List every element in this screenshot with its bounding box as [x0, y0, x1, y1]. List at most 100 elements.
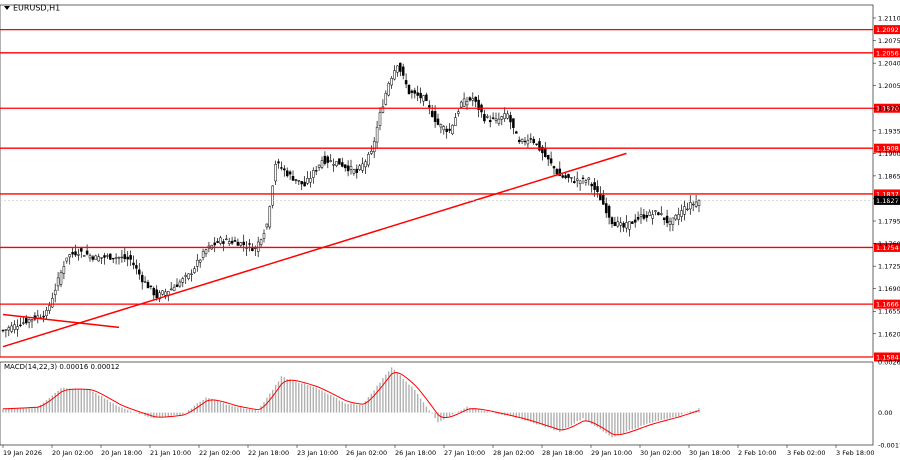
candle	[628, 221, 631, 237]
candle	[74, 244, 77, 258]
candle	[691, 201, 695, 212]
candle	[665, 209, 669, 228]
y-tick-label: 1.2005	[878, 82, 900, 90]
candle	[27, 318, 31, 329]
candle	[636, 211, 640, 222]
candle	[625, 215, 628, 233]
candle	[341, 157, 344, 168]
macd-frame	[0, 361, 874, 446]
candle	[242, 234, 245, 252]
trendline[interactable]	[2, 313, 120, 329]
candle	[662, 217, 666, 226]
x-tick-label: 3 Feb 18:00	[836, 449, 875, 457]
y-tick-label: 1.1655	[878, 308, 900, 316]
x-tick-label: 2 Feb 10:00	[738, 449, 777, 457]
chevron-down-icon[interactable]	[4, 6, 10, 10]
candle	[575, 171, 579, 188]
candle	[483, 109, 486, 124]
level-tag	[874, 352, 900, 362]
y-tick-label: 1.1900	[878, 150, 900, 158]
candle	[30, 319, 34, 329]
candle	[16, 319, 19, 337]
candle	[500, 115, 504, 126]
candle	[549, 151, 553, 166]
y-tick-label: 1.1935	[878, 127, 900, 135]
candle	[13, 320, 16, 334]
candle	[471, 92, 475, 107]
candle	[526, 134, 530, 148]
candle	[535, 143, 538, 146]
candle	[657, 211, 660, 216]
candle	[230, 236, 234, 245]
macd-y-tick-label: 0.00267	[878, 359, 900, 367]
candle	[53, 283, 57, 303]
candle	[172, 284, 176, 292]
candle	[338, 158, 341, 165]
candle	[196, 254, 199, 272]
candle	[201, 248, 205, 261]
level-tag	[874, 143, 900, 153]
candle	[494, 112, 498, 124]
macd-y-tick-label: 0.00	[878, 409, 892, 417]
candle	[285, 167, 289, 178]
x-tick-label: 26 Jan 18:00	[395, 449, 436, 457]
candle	[459, 100, 463, 109]
candle	[280, 161, 283, 171]
x-tick-label: 20 Jan 18:00	[101, 449, 142, 457]
candle	[631, 221, 634, 224]
candle	[512, 118, 515, 135]
candle	[654, 210, 657, 216]
candle	[268, 205, 272, 230]
candle	[596, 180, 599, 198]
macd-signal-line	[2, 372, 700, 436]
candle	[367, 151, 370, 168]
candle	[120, 250, 124, 263]
candle	[42, 310, 45, 323]
candle	[111, 257, 115, 264]
macd-pane[interactable]	[0, 361, 874, 446]
candle	[375, 120, 379, 148]
candle	[283, 165, 286, 177]
candle	[416, 85, 419, 102]
candle	[674, 214, 678, 221]
candle	[274, 160, 277, 185]
candle	[303, 176, 306, 187]
candle	[68, 253, 71, 265]
candle	[181, 276, 185, 288]
candle	[393, 65, 396, 81]
candle	[413, 87, 417, 99]
candle	[291, 170, 295, 181]
trendline[interactable]	[2, 152, 627, 348]
candle	[613, 216, 617, 227]
macd-y-tick-label: -0.00171	[878, 442, 900, 450]
y-tick-label: 1.1760	[878, 240, 900, 248]
candle	[262, 229, 266, 243]
candle	[651, 209, 654, 225]
candle	[352, 168, 356, 176]
candle	[694, 195, 698, 209]
candle	[370, 145, 373, 156]
candle	[314, 165, 318, 176]
candle	[335, 161, 338, 168]
candle	[129, 250, 132, 266]
y-tick-label: 1.1725	[878, 263, 900, 271]
candle	[619, 217, 622, 233]
candle	[468, 96, 472, 102]
candle	[288, 170, 292, 180]
candle	[161, 290, 164, 296]
price-axis: 1.2092 1.2056 1.1970 1.1908 1.1837 1.1754 1.16…	[873, 15, 900, 450]
y-tick-label: 1.1795	[878, 218, 900, 226]
candle	[689, 195, 692, 215]
candle	[454, 113, 457, 126]
symbol-header[interactable]: EURUSD,H1	[4, 4, 60, 13]
candle	[4, 329, 8, 338]
candle	[175, 278, 179, 288]
y-tick-label: 1.1970	[878, 105, 900, 113]
x-tick-label: 26 Jan 02:00	[346, 449, 387, 457]
price-pane[interactable]	[0, 4, 874, 358]
candle	[430, 104, 434, 118]
candle	[552, 165, 556, 175]
candle	[323, 151, 327, 166]
level-tag	[874, 242, 900, 252]
